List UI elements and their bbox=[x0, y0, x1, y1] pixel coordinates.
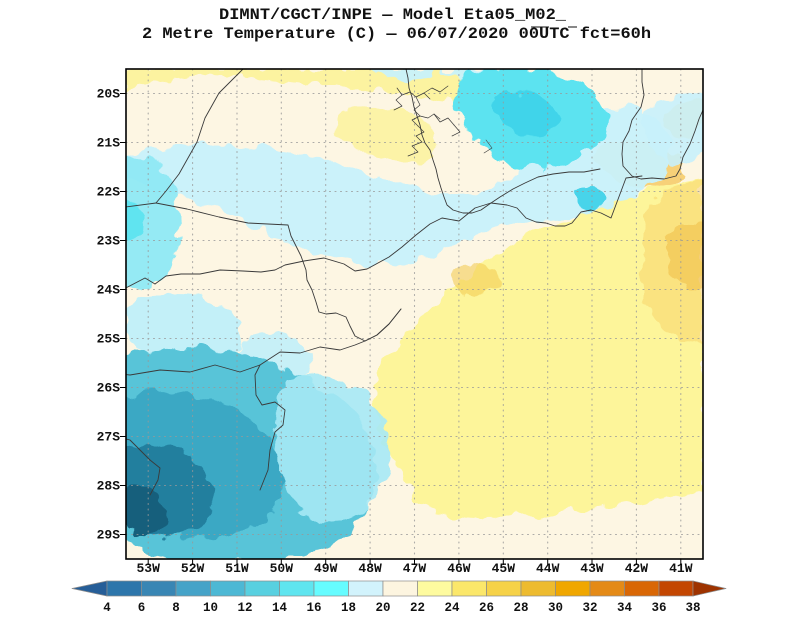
svg-text:4: 4 bbox=[103, 601, 111, 615]
svg-text:22: 22 bbox=[410, 601, 425, 615]
svg-text:32: 32 bbox=[582, 601, 597, 615]
svg-text:26: 26 bbox=[479, 601, 494, 615]
svg-text:8: 8 bbox=[172, 601, 180, 615]
svg-text:25S: 25S bbox=[97, 332, 121, 347]
svg-text:24: 24 bbox=[444, 601, 460, 615]
svg-text:18: 18 bbox=[341, 601, 356, 615]
svg-text:14: 14 bbox=[272, 601, 288, 615]
svg-text:27S: 27S bbox=[97, 430, 121, 445]
svg-text:20: 20 bbox=[375, 601, 390, 615]
svg-text:20S: 20S bbox=[97, 87, 121, 102]
svg-text:34: 34 bbox=[617, 601, 633, 615]
svg-text:26S: 26S bbox=[97, 381, 121, 396]
svg-text:12: 12 bbox=[237, 601, 252, 615]
svg-text:22S: 22S bbox=[97, 185, 121, 200]
svg-text:2 Metre Temperature (C) —: 2 Metre Temperature (C) — 06/07/2020 00U… bbox=[142, 25, 651, 43]
svg-text:6: 6 bbox=[138, 601, 146, 615]
svg-text:16: 16 bbox=[306, 601, 321, 615]
svg-text:10: 10 bbox=[203, 601, 218, 615]
svg-text:23S: 23S bbox=[97, 234, 121, 249]
svg-text:DIMNT/CGCT/INPE — Model E: DIMNT/CGCT/INPE — Model Eta05_M02_ bbox=[219, 6, 567, 24]
svg-text:29S: 29S bbox=[97, 528, 121, 543]
svg-text:28S: 28S bbox=[97, 479, 121, 494]
svg-text:24S: 24S bbox=[97, 283, 121, 298]
svg-text:36: 36 bbox=[651, 601, 666, 615]
svg-text:38: 38 bbox=[685, 601, 700, 615]
svg-text:21S: 21S bbox=[97, 136, 121, 151]
svg-text:30: 30 bbox=[548, 601, 563, 615]
svg-text:28: 28 bbox=[513, 601, 528, 615]
